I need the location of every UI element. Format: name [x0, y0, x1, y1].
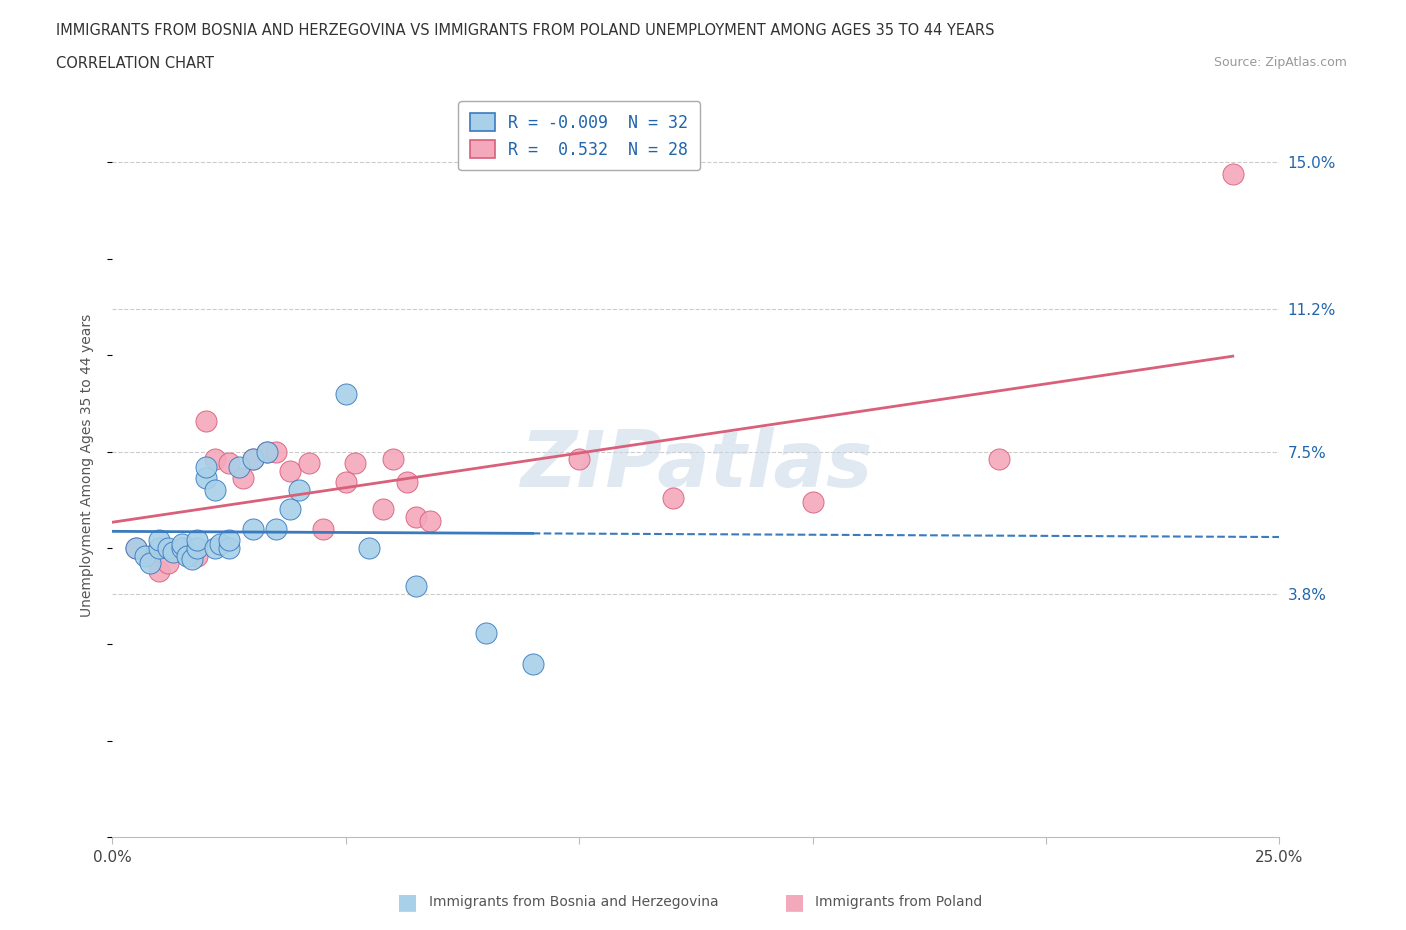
Point [405, 510, 427, 525]
Text: ZIPatlas: ZIPatlas [520, 427, 872, 503]
Point [204, 540, 226, 555]
Point [139, 556, 162, 571]
Point [395, 475, 418, 490]
Point [568, 452, 591, 467]
Point [264, 444, 287, 458]
Point [661, 490, 683, 505]
Point [148, 533, 170, 548]
Text: CORRELATION CHART: CORRELATION CHART [56, 56, 214, 71]
Legend: R = -0.009  N = 32, R =  0.532  N = 28: R = -0.009 N = 32, R = 0.532 N = 28 [458, 101, 700, 170]
Point [148, 540, 170, 555]
Point [204, 483, 226, 498]
Point [475, 625, 498, 640]
Point [256, 444, 278, 458]
Point [405, 579, 427, 594]
Point [311, 521, 333, 536]
Point [381, 452, 404, 467]
Point [335, 475, 357, 490]
Point [204, 452, 226, 467]
Point [162, 544, 184, 559]
Point [139, 548, 162, 563]
Point [297, 456, 319, 471]
Point [157, 540, 180, 555]
Point [125, 540, 148, 555]
Point [194, 459, 217, 474]
Point [208, 537, 231, 551]
Point [264, 521, 287, 536]
Point [419, 513, 441, 528]
Point [172, 537, 194, 551]
Text: Immigrants from Bosnia and Herzegovina: Immigrants from Bosnia and Herzegovina [429, 895, 718, 910]
Point [186, 540, 208, 555]
Point [194, 472, 217, 486]
Text: ■: ■ [785, 892, 804, 912]
Point [148, 564, 170, 578]
Text: IMMIGRANTS FROM BOSNIA AND HERZEGOVINA VS IMMIGRANTS FROM POLAND UNEMPLOYMENT AM: IMMIGRANTS FROM BOSNIA AND HERZEGOVINA V… [56, 23, 994, 38]
Point [194, 413, 217, 428]
Point [125, 540, 148, 555]
Point [344, 456, 367, 471]
Point [242, 521, 264, 536]
Point [242, 452, 264, 467]
Point [180, 552, 202, 567]
Point [186, 533, 208, 548]
Point [522, 656, 544, 671]
Point [1222, 166, 1244, 181]
Point [373, 502, 395, 517]
Point [278, 463, 301, 478]
Point [218, 456, 240, 471]
Text: Immigrants from Poland: Immigrants from Poland [815, 895, 983, 910]
Point [172, 540, 194, 555]
Point [801, 494, 824, 509]
Point [186, 548, 208, 563]
Point [228, 459, 250, 474]
Point [988, 452, 1011, 467]
Point [134, 548, 156, 563]
Point [218, 540, 240, 555]
Point [232, 472, 254, 486]
Point [172, 540, 194, 555]
Point [359, 540, 381, 555]
Point [157, 556, 180, 571]
Text: Source: ZipAtlas.com: Source: ZipAtlas.com [1213, 56, 1347, 69]
Y-axis label: Unemployment Among Ages 35 to 44 years: Unemployment Among Ages 35 to 44 years [80, 313, 94, 617]
Point [176, 548, 198, 563]
Point [218, 533, 240, 548]
Point [278, 502, 301, 517]
Point [335, 386, 357, 401]
Point [256, 444, 278, 458]
Text: ■: ■ [398, 892, 418, 912]
Point [288, 483, 311, 498]
Point [242, 452, 264, 467]
